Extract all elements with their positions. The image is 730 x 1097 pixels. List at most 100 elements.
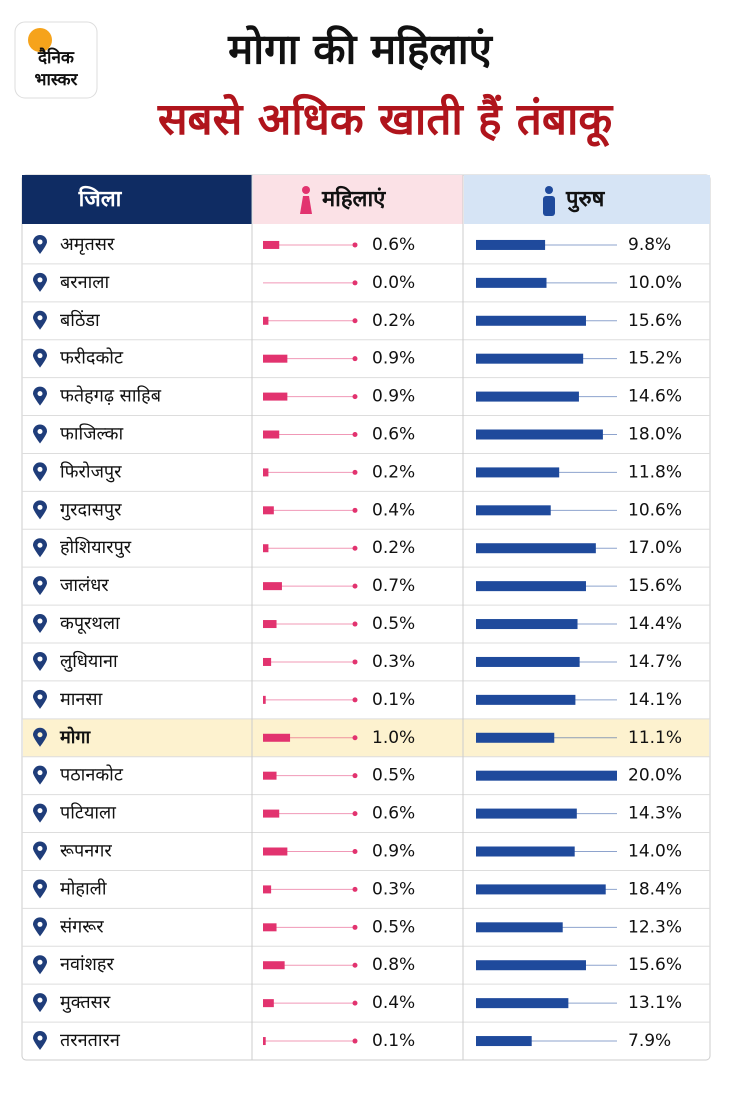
- pin-dot: [37, 391, 43, 397]
- pin-dot: [37, 846, 43, 851]
- value-label: 17.0%: [628, 538, 682, 558]
- legend-label: पुरुष: [565, 187, 606, 213]
- bar: [263, 885, 272, 894]
- bar: [263, 506, 274, 515]
- pin-dot: [37, 239, 43, 245]
- value-label: 15.6%: [628, 311, 682, 331]
- category-label: संगरूर: [60, 916, 104, 937]
- track-end: [352, 394, 358, 400]
- bar: [476, 619, 578, 630]
- category-label: नवांशहर: [60, 954, 114, 975]
- bar: [263, 468, 269, 477]
- pin-icon: [33, 879, 47, 899]
- column-header: जिला: [78, 185, 123, 212]
- value-label: 0.2%: [372, 311, 415, 331]
- value-label: 0.6%: [372, 235, 415, 255]
- track-end: [352, 735, 358, 741]
- value-label: 7.9%: [628, 1031, 671, 1051]
- value-label: 14.0%: [628, 842, 682, 862]
- category-label: कपूरथला: [60, 613, 120, 634]
- category-label: जालंधर: [60, 575, 109, 596]
- category-label: लुधियाना: [60, 650, 118, 672]
- value-label: 0.5%: [372, 766, 415, 786]
- bar: [263, 620, 277, 629]
- value-label: 10.0%: [628, 273, 682, 293]
- category-label: फतेहगढ़ साहिब: [60, 385, 162, 407]
- value-label: 0.9%: [372, 387, 415, 407]
- bar: [263, 923, 277, 932]
- bar: [263, 582, 282, 591]
- bar: [476, 656, 580, 667]
- woman-icon: [300, 196, 312, 214]
- value-label: 0.1%: [372, 690, 415, 710]
- value-label: 13.1%: [628, 993, 682, 1013]
- bar: [263, 961, 285, 970]
- pin-icon: [33, 651, 47, 671]
- category-label: मोगा: [59, 726, 92, 748]
- bar: [476, 391, 579, 402]
- track-end: [352, 356, 358, 362]
- track-end: [352, 886, 358, 892]
- track-end: [352, 280, 358, 286]
- logo-sun: [28, 28, 52, 52]
- pin-dot: [37, 770, 43, 776]
- value-label: 12.3%: [628, 917, 682, 937]
- pin-dot: [37, 694, 43, 700]
- category-label: मोहाली: [60, 877, 107, 899]
- track-end: [352, 1038, 358, 1044]
- value-label: 0.2%: [372, 462, 415, 482]
- bar: [263, 544, 269, 553]
- pin-dot: [37, 353, 43, 359]
- category-label: गुरदासपुर: [60, 499, 122, 520]
- value-label: 0.5%: [372, 917, 415, 937]
- track-end: [352, 697, 358, 703]
- value-label: 20.0%: [628, 766, 682, 786]
- bar: [476, 1036, 532, 1047]
- track-end: [352, 849, 358, 854]
- pin-dot: [37, 808, 43, 814]
- bar: [263, 392, 288, 401]
- bar: [476, 922, 563, 933]
- bar: [476, 239, 546, 250]
- value-label: 1.0%: [372, 728, 415, 748]
- value-label: 0.9%: [372, 842, 415, 862]
- bar: [476, 467, 560, 478]
- value-label: 11.1%: [628, 728, 682, 748]
- pin-icon: [33, 765, 47, 785]
- bar: [263, 771, 277, 780]
- bar: [263, 733, 291, 742]
- title: मोगा की महिलाएं: [227, 25, 494, 74]
- pin-icon: [33, 803, 47, 823]
- value-label: 14.3%: [628, 804, 682, 824]
- value-label: 0.3%: [372, 652, 415, 672]
- bar: [476, 353, 584, 364]
- bar: [476, 543, 596, 554]
- bar: [263, 809, 280, 818]
- header-cell: [253, 175, 463, 224]
- logo-line: भास्कर: [35, 70, 79, 90]
- logo-line: दैनिक: [37, 47, 75, 68]
- value-label: 9.8%: [628, 235, 671, 255]
- value-label: 14.1%: [628, 690, 682, 710]
- bar: [476, 694, 576, 705]
- value-label: 0.6%: [372, 804, 415, 824]
- value-label: 14.6%: [628, 387, 682, 407]
- bar: [263, 657, 272, 666]
- bar: [263, 695, 266, 704]
- bar: [476, 732, 555, 743]
- bar: [476, 581, 586, 592]
- value-label: 10.6%: [628, 500, 682, 520]
- track-end: [352, 469, 358, 475]
- value-label: 0.4%: [372, 500, 415, 520]
- pin-dot: [37, 618, 43, 624]
- bar: [476, 429, 603, 440]
- value-label: 18.0%: [628, 425, 682, 445]
- pin-icon: [33, 386, 47, 406]
- pin-dot: [37, 466, 43, 472]
- category-label: फरीदकोट: [60, 347, 124, 369]
- value-label: 0.9%: [372, 349, 415, 369]
- track-end: [352, 432, 358, 437]
- track-end: [352, 242, 358, 248]
- bar: [476, 960, 586, 971]
